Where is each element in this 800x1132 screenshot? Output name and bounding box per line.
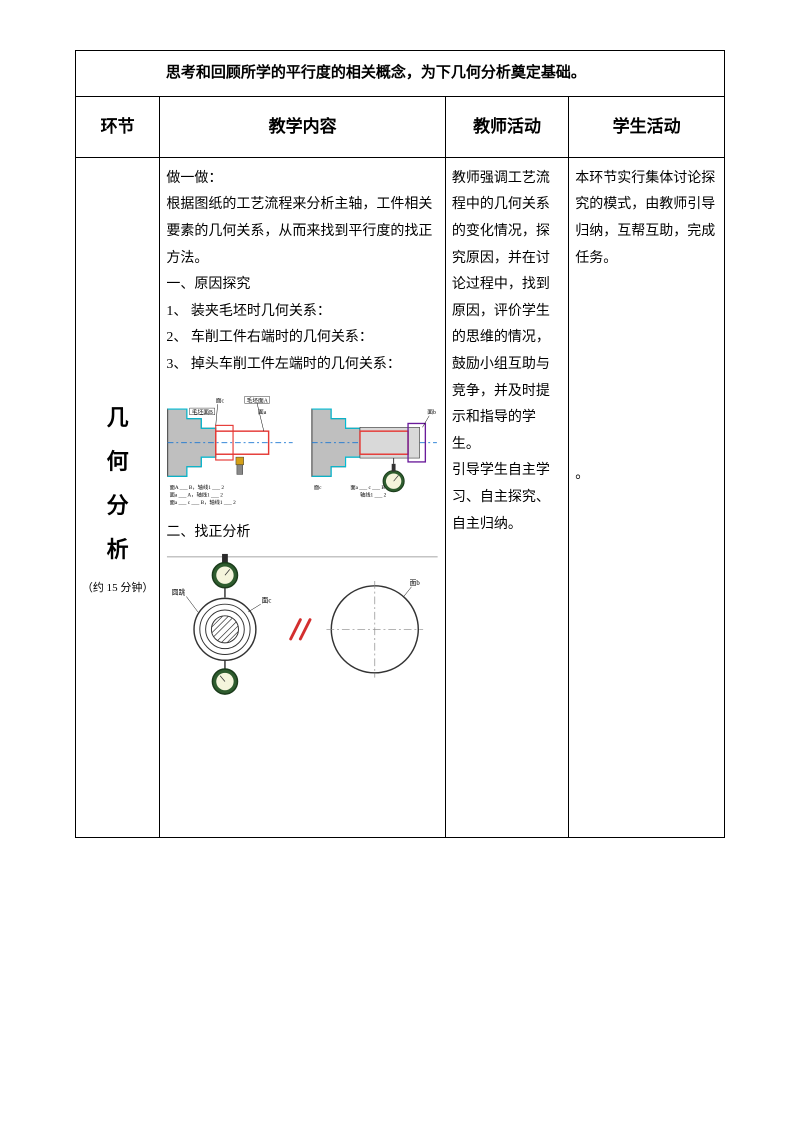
stage-l1: 几 xyxy=(76,396,159,440)
header-teacher: 教师活动 xyxy=(445,96,568,157)
svg-text:面c: 面c xyxy=(216,397,225,404)
banner-row: 思考和回顾所学的平行度的相关概念，为下几何分析奠定基础。 xyxy=(76,51,725,97)
student-text: 本环节实行集体讨论探究的模式，由教师引导归纳，互帮互助，完成任务。 xyxy=(575,166,718,272)
content-cell: 做一做： 根据图纸的工艺流程来分析主轴，工件相关要素的几何关系，从而来找到平行度… xyxy=(160,157,446,837)
stage-l4: 析 xyxy=(76,528,159,572)
content-line4: 1、 装夹毛坯时几何关系： xyxy=(166,299,439,326)
content-line2: 根据图纸的工艺流程来分析主轴，工件相关要素的几何关系，从而来找到平行度的找正方法… xyxy=(166,192,439,272)
stage-time: （约 15 分钟） xyxy=(76,578,159,599)
svg-text:面b: 面b xyxy=(428,408,437,415)
header-row: 环节 教学内容 教师活动 学生活动 xyxy=(76,96,725,157)
svg-text:面A ___ B，轴线1 ___ 2: 面A ___ B，轴线1 ___ 2 xyxy=(170,482,225,490)
svg-text:圆跳: 圆跳 xyxy=(172,588,186,597)
student-extra: 。 xyxy=(575,462,718,489)
diagram-1: 面c 毛坯面B 毛坯面A 面a 面A ___ B，轴线1 ___ 2 面a __… xyxy=(166,385,439,510)
banner-empty xyxy=(76,51,160,97)
svg-text:面c: 面c xyxy=(262,596,272,604)
stage-cell: 几 何 分 析 （约 15 分钟） xyxy=(76,157,160,837)
svg-text:面a: 面a xyxy=(258,408,267,415)
svg-text:轴线1 ___ 2: 轴线1 ___ 2 xyxy=(360,490,387,498)
teacher-text: 教师强调工艺流程中的几何关系的变化情况，探究原因，并在讨论过程中，找到原因，评价… xyxy=(452,166,562,538)
svg-text:面a ___ c ___ B: 面a ___ c ___ B xyxy=(351,483,386,490)
stage-l2: 何 xyxy=(76,440,159,484)
svg-text:面c: 面c xyxy=(314,483,322,490)
svg-text:面a ___ c ___ B，轴线1 ___ 2: 面a ___ c ___ B，轴线1 ___ 2 xyxy=(170,498,236,506)
svg-text:面a ___ A，轴线1 ___ 2: 面a ___ A，轴线1 ___ 2 xyxy=(170,490,224,498)
teacher-cell: 教师强调工艺流程中的几何关系的变化情况，探究原因，并在讨论过程中，找到原因，评价… xyxy=(445,157,568,837)
diagram-2: 圆跳 面c 面b xyxy=(166,552,439,697)
content-row: 几 何 分 析 （约 15 分钟） 做一做： 根据图纸的工艺流程来分析主轴，工件… xyxy=(76,157,725,837)
header-stage: 环节 xyxy=(76,96,160,157)
content-line7: 二、找正分析 xyxy=(166,520,439,547)
svg-text:面b: 面b xyxy=(410,579,421,587)
banner-text: 思考和回顾所学的平行度的相关概念，为下几何分析奠定基础。 xyxy=(160,51,725,97)
stage-l3: 分 xyxy=(76,484,159,528)
content-line1: 做一做： xyxy=(166,166,439,193)
content-line3: 一、原因探究 xyxy=(166,272,439,299)
content-line6: 3、 掉头车削工件左端时的几何关系： xyxy=(166,352,439,379)
lesson-plan-table: 思考和回顾所学的平行度的相关概念，为下几何分析奠定基础。 环节 教学内容 教师活… xyxy=(75,50,725,838)
header-content: 教学内容 xyxy=(160,96,446,157)
student-cell: 本环节实行集体讨论探究的模式，由教师引导归纳，互帮互助，完成任务。 。 xyxy=(569,157,725,837)
header-student: 学生活动 xyxy=(569,96,725,157)
content-line5: 2、 车削工件右端时的几何关系： xyxy=(166,325,439,352)
